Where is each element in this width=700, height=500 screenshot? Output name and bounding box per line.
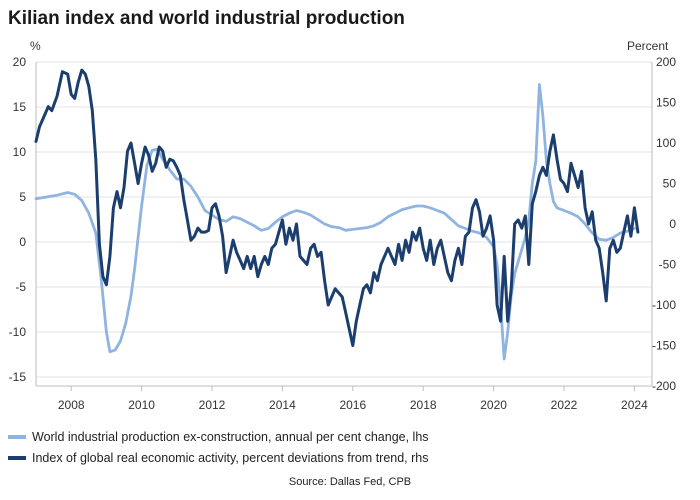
y-left-tick-label: 0 bbox=[19, 235, 26, 249]
gridlines bbox=[36, 61, 652, 378]
legend-swatch-kilian bbox=[8, 456, 26, 460]
x-tick-label: 2016 bbox=[339, 398, 366, 412]
y-left-tick-label: 5 bbox=[19, 190, 26, 204]
legend-label-ip: World industrial production ex-construct… bbox=[32, 430, 429, 444]
y-right-tick-label: 0 bbox=[669, 217, 676, 231]
y-right-tick-label: 100 bbox=[656, 136, 676, 150]
y-right-tick-label: -50 bbox=[659, 258, 677, 272]
x-tick-label: 2018 bbox=[410, 398, 437, 412]
x-tick-label: 2008 bbox=[58, 398, 85, 412]
legend-swatch-ip bbox=[8, 435, 26, 439]
y-right-tick-label: -150 bbox=[652, 339, 676, 353]
y-left-tick-label: 10 bbox=[13, 145, 27, 159]
x-tick-label: 2012 bbox=[199, 398, 226, 412]
chart-title: Kilian index and world industrial produc… bbox=[8, 8, 405, 29]
x-tick-label: 2024 bbox=[621, 398, 648, 412]
y-right-tick-label: 50 bbox=[663, 177, 677, 191]
y-right-tick-label: -200 bbox=[652, 379, 676, 393]
y-left-tick-label: -15 bbox=[9, 370, 27, 384]
y-left-tick-label: -5 bbox=[15, 280, 26, 294]
legend-item-ip: World industrial production ex-construct… bbox=[8, 430, 429, 444]
tick-labels: -15-10-505101520-200-150-100-50050100150… bbox=[9, 39, 677, 412]
x-tick-label: 2020 bbox=[480, 398, 507, 412]
y-right-unit-label: Percent bbox=[627, 39, 669, 53]
y-left-unit-label: % bbox=[30, 39, 41, 53]
y-left-tick-label: -10 bbox=[9, 325, 27, 339]
axes bbox=[35, 62, 653, 391]
y-right-tick-label: 200 bbox=[656, 55, 676, 69]
y-left-tick-label: 20 bbox=[13, 55, 27, 69]
series-line-kilian bbox=[34, 68, 640, 347]
x-tick-label: 2022 bbox=[551, 398, 578, 412]
legend-label-kilian: Index of global real economic activity, … bbox=[32, 451, 429, 465]
series-lines bbox=[34, 68, 640, 361]
y-left-tick-label: 15 bbox=[13, 100, 27, 114]
legend-item-kilian: Index of global real economic activity, … bbox=[8, 451, 429, 465]
y-right-tick-label: -100 bbox=[652, 298, 676, 312]
source-note: Source: Dallas Fed, CPB bbox=[288, 476, 412, 488]
x-tick-label: 2010 bbox=[128, 398, 155, 412]
x-tick-label: 2014 bbox=[269, 398, 296, 412]
y-right-tick-label: 150 bbox=[656, 96, 676, 110]
series-line-ip bbox=[34, 83, 636, 361]
